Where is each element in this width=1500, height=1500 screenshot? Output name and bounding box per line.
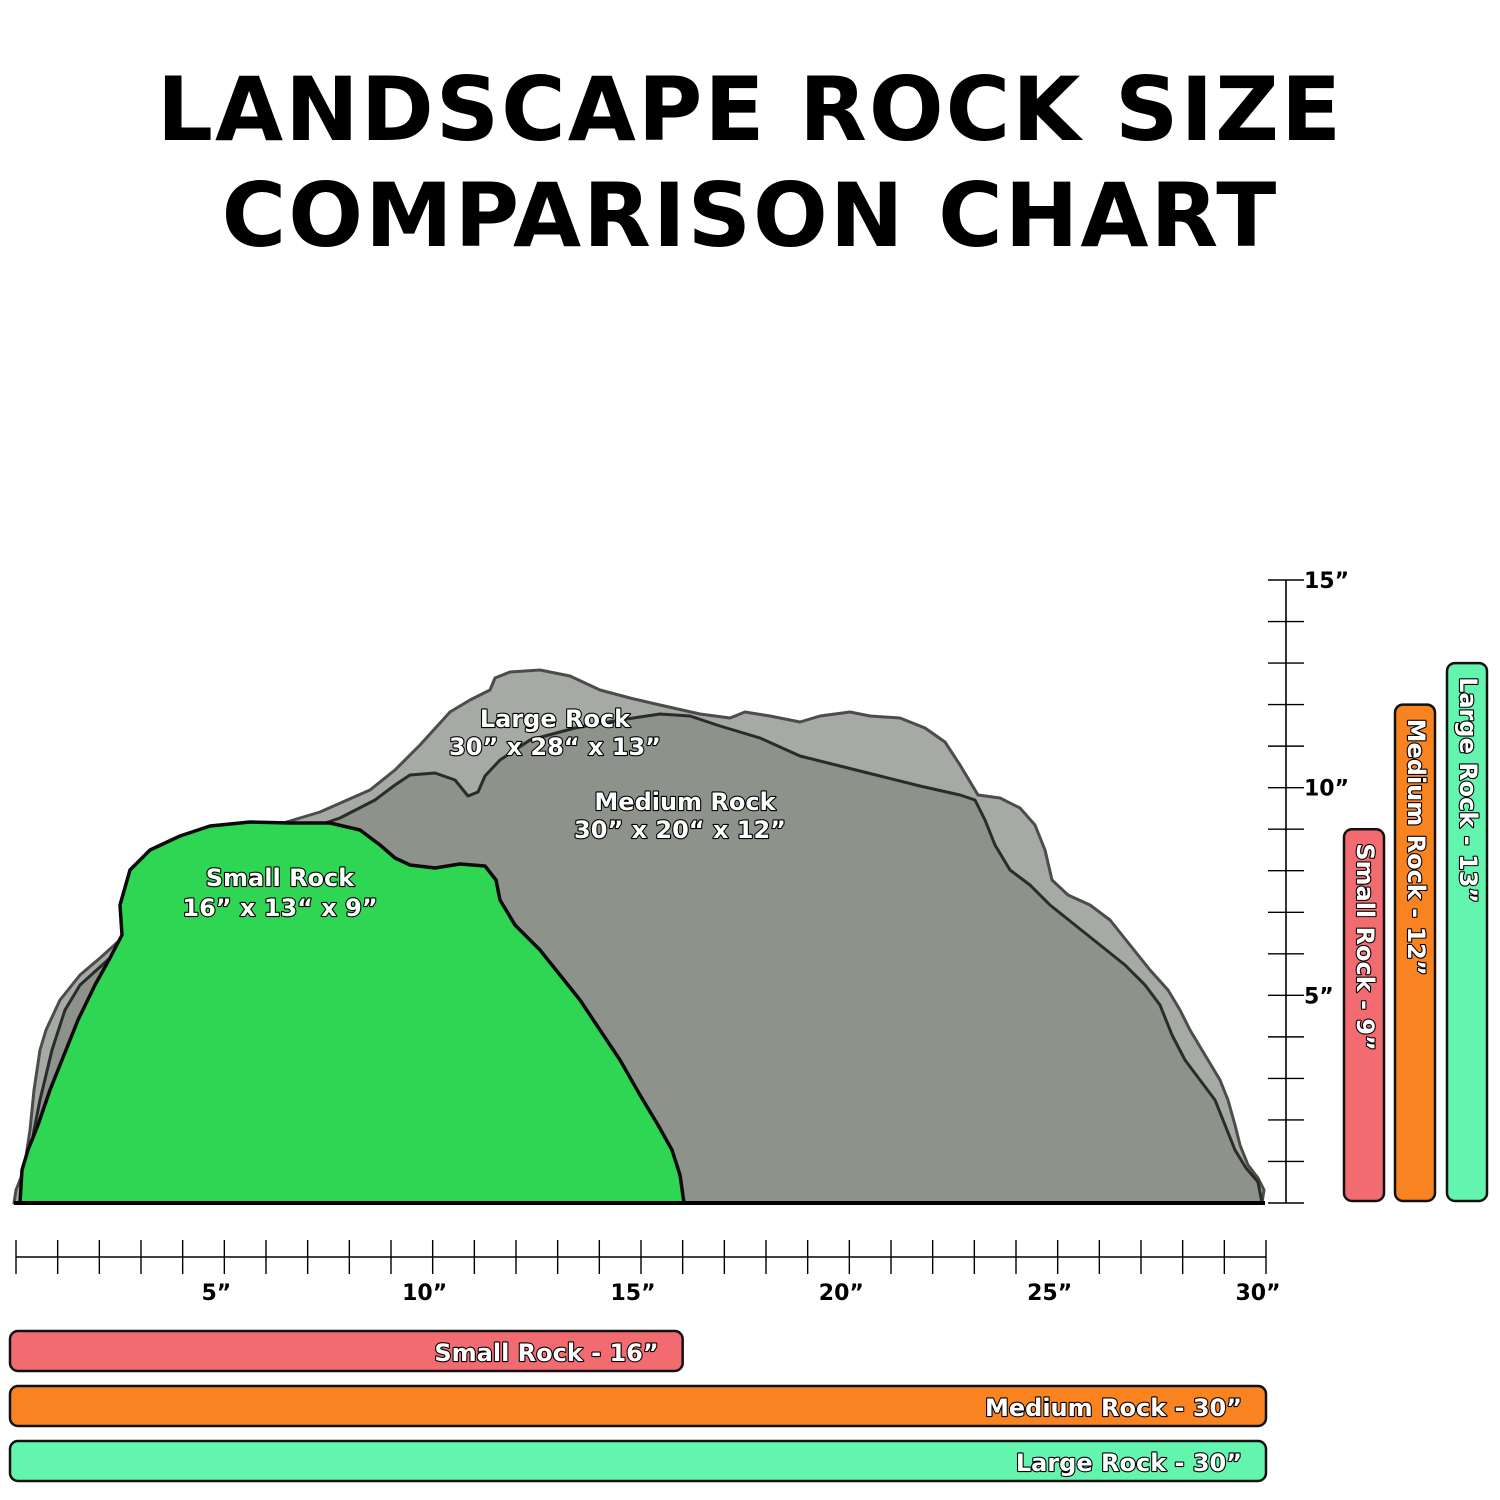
height-bars: Small Rock - 9” Medium Rock - 12” Large Ro… xyxy=(1342,661,1489,1203)
large-rock-length-bar xyxy=(8,1439,1268,1483)
small-rock-dimensions: 16” x 13“ x 9” xyxy=(182,894,377,922)
small-rock-shape xyxy=(18,820,686,1205)
large-rock-length-bar-group: Large Rock - 30” xyxy=(8,1439,1268,1483)
medium-rock-length-label: Medium Rock - 30” xyxy=(985,1394,1242,1422)
rock-silhouettes xyxy=(12,668,1266,1205)
medium-rock-dimensions: 30” x 20“ x 12” xyxy=(574,816,786,844)
x-tick-label: 25” xyxy=(1027,1281,1072,1306)
large-rock-name: Large Rock xyxy=(480,705,631,733)
large-rock-height-label: Large Rock - 13” xyxy=(1454,677,1482,903)
medium-rock-length-bar-group: Medium Rock - 30” xyxy=(8,1384,1268,1428)
small-rock-height-bar-group: Small Rock - 9” xyxy=(1342,827,1386,1203)
medium-rock-length-bar xyxy=(8,1384,1268,1428)
medium-rock-height-label: Medium Rock - 12” xyxy=(1402,719,1430,976)
small-rock-length-bar-group: Small Rock - 16” xyxy=(8,1329,684,1373)
small-rock-length-label: Small Rock - 16” xyxy=(434,1339,658,1367)
length-bars: Small Rock - 16” Medium Rock - 30” Large R… xyxy=(8,1329,1268,1483)
chart-title-line-2: COMPARISON CHART xyxy=(221,164,1279,267)
y-tick-label: 5” xyxy=(1304,984,1334,1009)
x-tick-label: 30” xyxy=(1235,1281,1280,1306)
x-tick-label: 5” xyxy=(201,1281,231,1306)
x-tick-label: 10” xyxy=(402,1281,447,1306)
x-tick-label: 20” xyxy=(819,1281,864,1306)
x-tick-label: 15” xyxy=(610,1281,655,1306)
y-axis-ruler: 5” 10” 15” xyxy=(1268,569,1349,1204)
y-tick-label: 15” xyxy=(1304,569,1349,594)
y-tick-label: 10” xyxy=(1304,777,1349,802)
medium-rock-name: Medium Rock xyxy=(594,788,776,816)
large-rock-length-label: Large Rock - 30” xyxy=(1016,1449,1242,1477)
large-rock-height-bar-group: Large Rock - 13” xyxy=(1445,661,1489,1203)
x-axis-ruler: 5” 10” 15” 20” 25” 30” xyxy=(15,1240,1281,1306)
small-rock-name: Small Rock xyxy=(206,864,355,892)
small-rock-length-bar xyxy=(8,1329,684,1373)
medium-rock-height-bar xyxy=(1393,703,1437,1203)
small-rock-height-bar xyxy=(1342,827,1386,1203)
small-rock-height-label: Small Rock - 9” xyxy=(1351,843,1379,1051)
chart-title-line-1: LANDSCAPE ROCK SIZE xyxy=(156,58,1344,161)
rock-labels: Large Rock 30” x 28“ x 13” Medium Rock 3… xyxy=(181,704,787,923)
large-rock-dimensions: 30” x 28“ x 13” xyxy=(449,733,661,761)
medium-rock-height-bar-group: Medium Rock - 12” xyxy=(1393,703,1437,1203)
large-rock-height-bar xyxy=(1445,661,1489,1203)
